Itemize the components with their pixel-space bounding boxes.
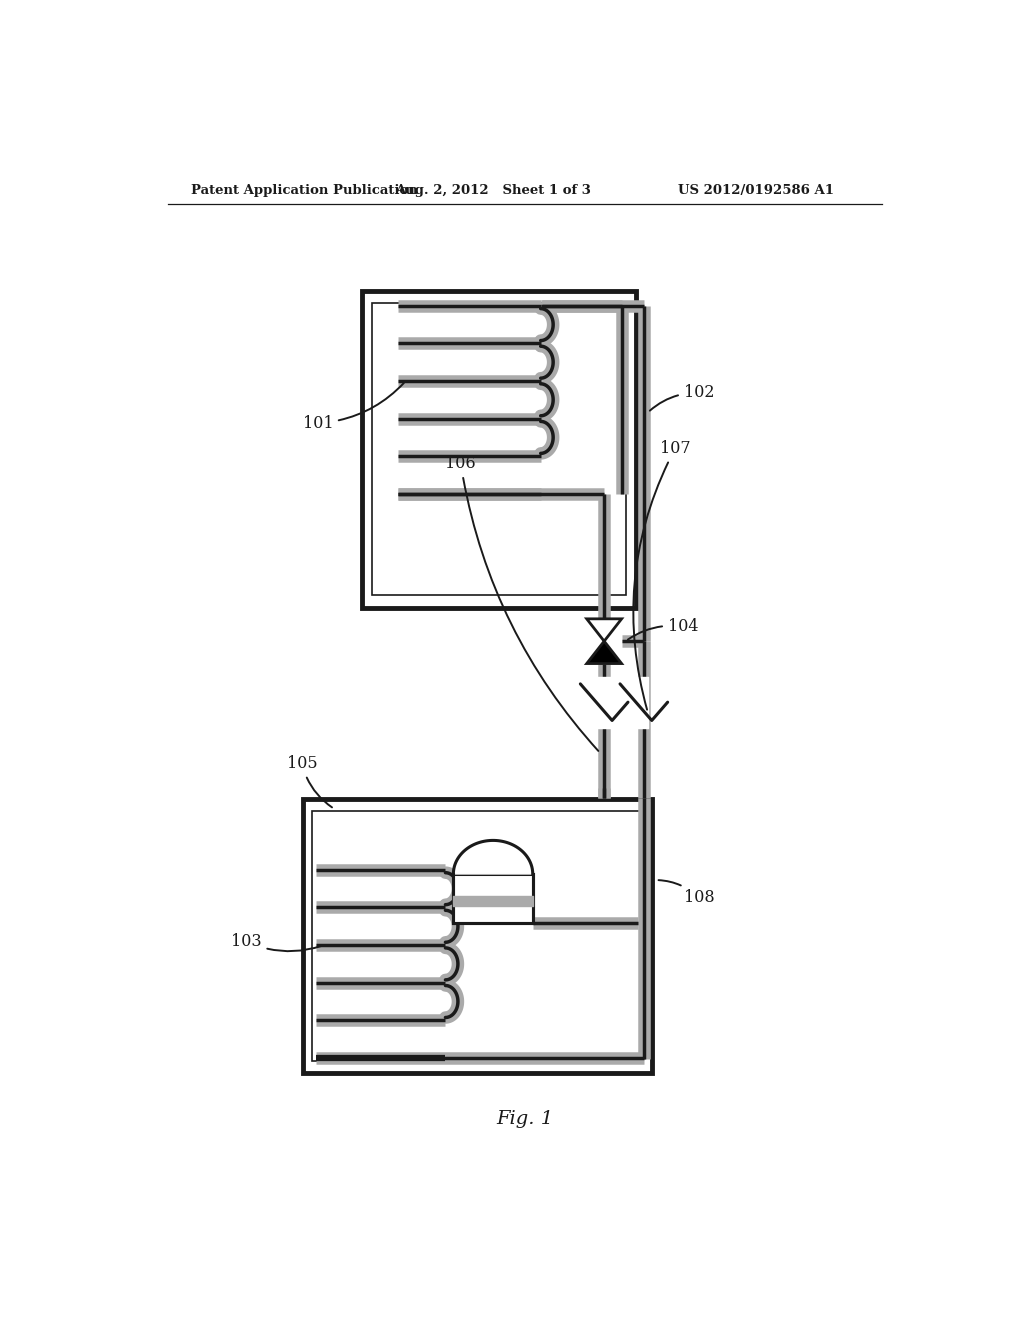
Text: 104: 104 xyxy=(628,618,698,640)
Polygon shape xyxy=(587,642,622,664)
Text: 108: 108 xyxy=(658,880,714,907)
Text: Aug. 2, 2012   Sheet 1 of 3: Aug. 2, 2012 Sheet 1 of 3 xyxy=(395,185,591,198)
Text: 106: 106 xyxy=(445,455,598,751)
Text: 103: 103 xyxy=(231,933,322,952)
Bar xyxy=(303,799,652,1073)
Bar xyxy=(372,302,627,595)
Bar xyxy=(312,810,642,1061)
Text: Fig. 1: Fig. 1 xyxy=(497,1110,553,1127)
Polygon shape xyxy=(454,841,532,874)
Text: 105: 105 xyxy=(287,755,332,808)
Text: 107: 107 xyxy=(633,440,690,710)
Bar xyxy=(454,874,532,923)
Polygon shape xyxy=(587,619,622,642)
Bar xyxy=(362,290,636,607)
Text: 101: 101 xyxy=(303,383,403,432)
Text: US 2012/0192586 A1: US 2012/0192586 A1 xyxy=(678,185,835,198)
Text: Patent Application Publication: Patent Application Publication xyxy=(191,185,418,198)
Text: 102: 102 xyxy=(650,384,714,411)
